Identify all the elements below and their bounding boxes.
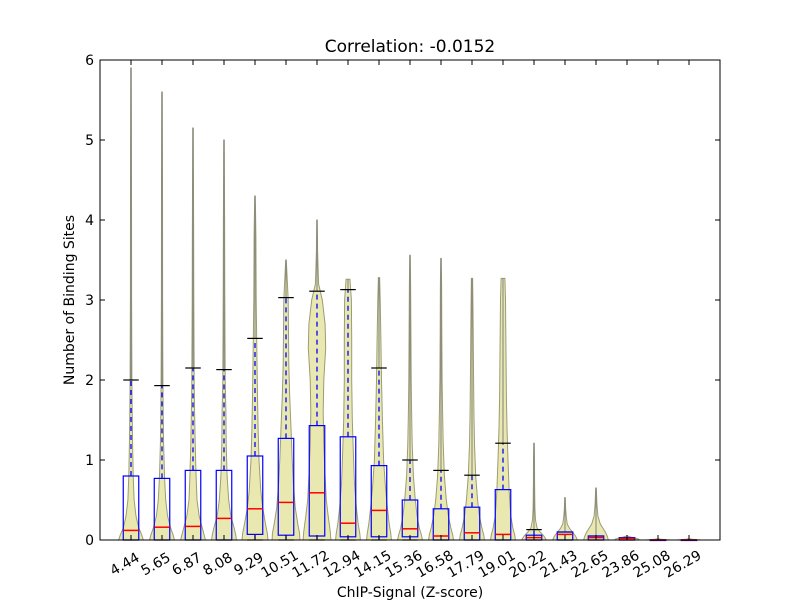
y-axis-label: Number of Binding Sites — [62, 215, 78, 385]
y-tick-label: 4 — [85, 213, 94, 229]
y-axis: 0 1 2 3 4 5 6 — [85, 53, 720, 549]
chart-title: Correlation: -0.0152 — [325, 37, 496, 57]
y-tick-label: 3 — [85, 293, 94, 309]
y-tick-label: 5 — [85, 133, 94, 149]
y-tick-label: 6 — [85, 53, 94, 69]
x-tick-label: 6.87 — [170, 550, 205, 579]
x-tick-label: 9.29 — [232, 550, 267, 579]
box — [246, 455, 264, 536]
x-tick-label: 5.65 — [139, 550, 174, 579]
x-tick-label: 8.08 — [201, 550, 236, 579]
x-axis-label: ChIP-Signal (Z-score) — [337, 585, 483, 600]
plot-area — [117, 67, 702, 542]
x-tick-label: 4.44 — [108, 550, 143, 579]
y-tick-label: 1 — [85, 453, 94, 469]
y-tick-label: 2 — [85, 373, 94, 389]
y-tick-label: 0 — [85, 533, 94, 549]
